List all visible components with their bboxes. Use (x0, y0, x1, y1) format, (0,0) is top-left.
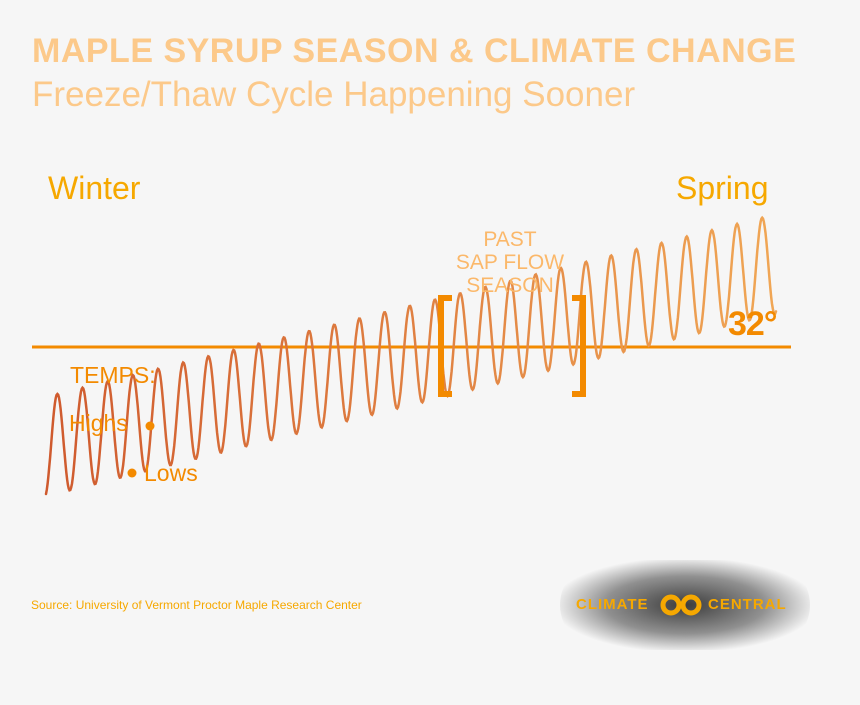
bracket-right (572, 295, 586, 397)
lows-label: Lows (144, 460, 198, 486)
winter-label: Winter (48, 170, 141, 206)
past-label-line-2: SAP FLOW (455, 251, 565, 274)
source-note: Source: University of Vermont Proctor Ma… (31, 598, 362, 612)
lows-marker (127, 468, 137, 478)
threshold-label: 32° (728, 305, 777, 343)
highs-marker (145, 421, 155, 431)
page-subtitle: Freeze/Thaw Cycle Happening Sooner (32, 75, 636, 114)
temps-label: TEMPS: (70, 362, 156, 388)
bracket-left (438, 295, 452, 397)
linked-rings-icon (660, 594, 702, 616)
page-title: MAPLE SYRUP SEASON & CLIMATE CHANGE (32, 32, 797, 70)
highs-label: Highs (69, 410, 128, 436)
past-label-line-1: PAST (483, 228, 537, 251)
spring-label: Spring (676, 170, 769, 206)
logo-text-left: CLIMATE (576, 596, 649, 613)
past-label-line-3: SEASON (466, 274, 554, 297)
temperature-wave-series (44, 215, 778, 496)
climate-central-logo: CLIMATE CENTRAL (560, 560, 810, 650)
past-sap-flow-label: PAST SAP FLOW SEASON (440, 228, 580, 297)
logo-text-right: CENTRAL (708, 596, 787, 613)
